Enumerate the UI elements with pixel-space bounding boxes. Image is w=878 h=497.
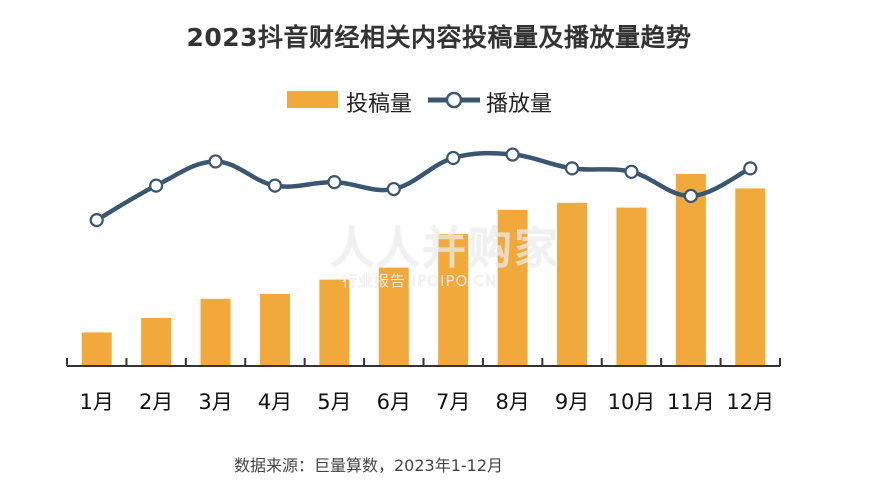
legend-line-swatch: [428, 91, 480, 109]
legend-bar-swatch: [287, 91, 338, 108]
series-line: [94, 150, 753, 223]
x-tick-label: 1月: [80, 390, 114, 414]
source-note: 数据来源：巨量算数，2023年1-12月: [234, 456, 504, 475]
x-tick-label: 3月: [198, 390, 232, 414]
line-point: [683, 188, 698, 204]
x-tick-label: 5月: [317, 390, 351, 414]
line-point: [505, 147, 520, 162]
bar: [675, 174, 706, 366]
x-tick-label: 2月: [139, 390, 173, 414]
x-tick-label: 7月: [436, 390, 470, 414]
x-tick-label: 11月: [667, 390, 715, 414]
bar: [497, 210, 528, 366]
x-tick-label: 6月: [377, 390, 411, 414]
line-point: [624, 164, 639, 179]
line-point: [267, 178, 283, 193]
line-point: [327, 175, 342, 190]
bar: [259, 294, 290, 366]
x-tick-label: 4月: [258, 390, 292, 414]
chart-title: 2023抖音财经相关内容投稿量及播放量趋势: [186, 23, 692, 52]
line-point: [386, 181, 401, 197]
x-tick-label: 8月: [495, 390, 529, 414]
bar: [557, 202, 588, 366]
line-point: [564, 161, 580, 176]
line-point: [208, 154, 223, 169]
bar: [378, 267, 409, 366]
bar: [81, 332, 112, 366]
line-point: [89, 213, 104, 228]
line-point: [149, 178, 164, 193]
legend-bar-label: 投稿量: [346, 92, 413, 117]
legend-line-label: 播放量: [486, 92, 553, 117]
bar: [616, 207, 647, 366]
line-point: [743, 161, 758, 176]
bar: [735, 188, 766, 366]
bar: [200, 298, 231, 366]
legend: 投稿量 播放量: [0, 86, 878, 117]
chart-plot: 1月 2月 3月 4月 5月 6月 7月 8月 9月 10月 11月 12月: [66, 147, 781, 414]
x-tick-label: 9月: [555, 390, 589, 414]
bar: [319, 279, 350, 366]
bar: [141, 318, 172, 366]
bar: [438, 234, 469, 366]
line-point: [446, 150, 461, 166]
x-tick-label: 12月: [726, 390, 774, 414]
x-tick-label: 10月: [608, 390, 656, 414]
